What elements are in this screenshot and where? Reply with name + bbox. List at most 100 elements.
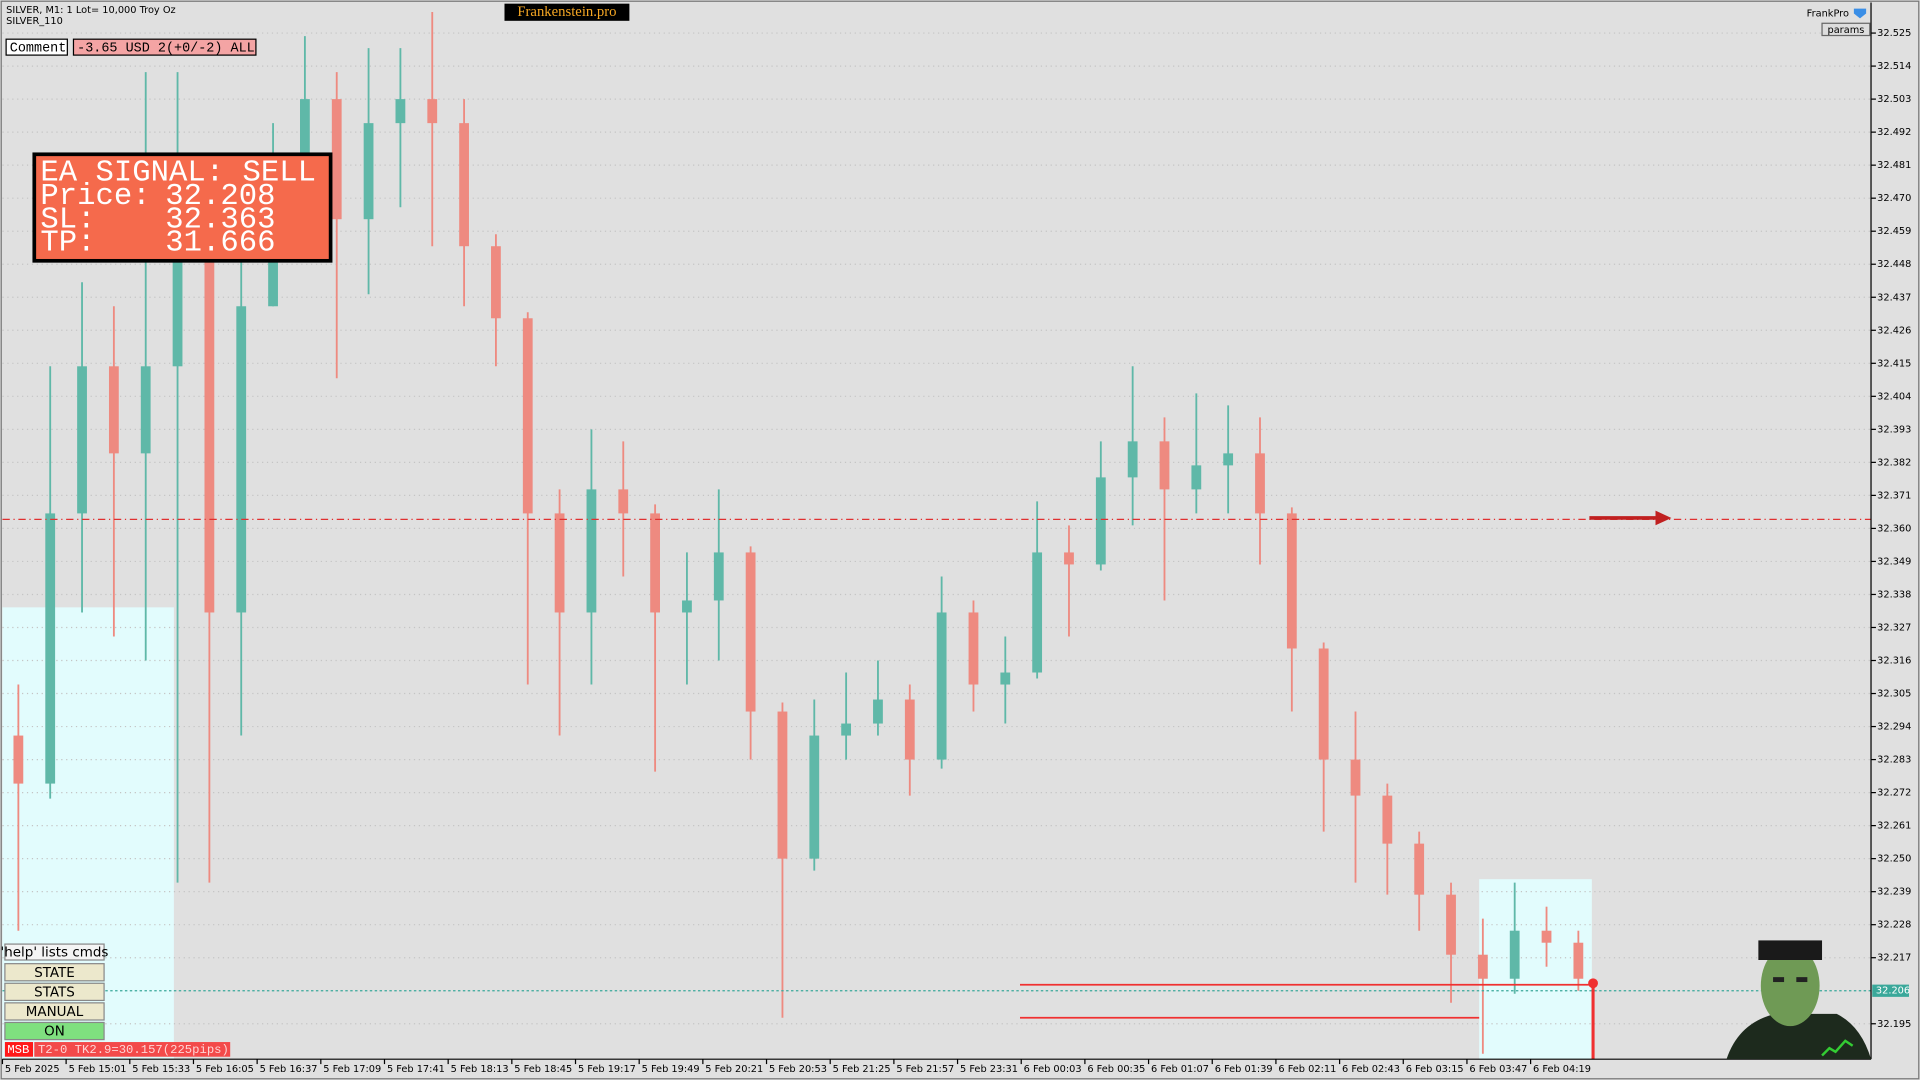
candle-body [1350, 759, 1361, 796]
y-tick-label: 32.217 [1877, 953, 1911, 964]
candle-body [108, 366, 119, 454]
button-label[interactable]: ON [44, 1025, 65, 1040]
params-label[interactable]: params [1827, 25, 1864, 36]
candle-body [1223, 453, 1234, 466]
candle-body [554, 513, 565, 613]
x-tick-label: 5 Feb 21:57 [896, 1064, 954, 1075]
status-box [34, 1042, 231, 1057]
y-tick-label: 32.393 [1877, 424, 1911, 435]
candle-body [1382, 795, 1393, 844]
x-tick-label: 6 Feb 01:39 [1215, 1064, 1273, 1075]
candle-body [236, 306, 247, 613]
candle-body [936, 612, 947, 760]
mascot-eye [1796, 977, 1808, 983]
candle-body [713, 552, 724, 601]
y-tick-label: 32.195 [1877, 1019, 1911, 1030]
y-tick-label: 32.228 [1877, 920, 1911, 931]
x-tick-label: 5 Feb 23:31 [960, 1064, 1018, 1075]
y-tick-label: 32.448 [1877, 259, 1911, 270]
candle-body [522, 318, 533, 514]
x-tick-label: 5 Feb 15:01 [69, 1064, 127, 1075]
brand-box [504, 3, 630, 21]
signal-label: SL: [40, 203, 95, 237]
button[interactable] [4, 982, 105, 1002]
bid-label: 32.206 [1876, 986, 1910, 997]
candle-body [172, 219, 183, 367]
y-tick-label: 32.437 [1877, 292, 1911, 303]
signal-title: EA SIGNAL: SELL [40, 157, 316, 191]
candle-body [1414, 843, 1425, 895]
x-tick-label: 5 Feb 17:41 [387, 1064, 445, 1075]
x-tick-label: 5 Feb 20:21 [705, 1064, 763, 1075]
candle-body [682, 600, 692, 613]
candle-body [13, 735, 24, 784]
signal-value: 31.666 [165, 227, 275, 261]
y-tick-label: 32.415 [1877, 358, 1911, 369]
session-box [1479, 879, 1592, 1060]
plot [2, 12, 1872, 1060]
candle-body [1255, 453, 1265, 514]
y-tick-label: 32.261 [1877, 821, 1911, 832]
x-tick-label: 6 Feb 03:15 [1406, 1064, 1464, 1075]
x-tick-label: 5 Feb 19:49 [642, 1064, 700, 1075]
params-button[interactable] [1821, 22, 1871, 37]
candle-body [1318, 648, 1329, 760]
button[interactable] [4, 1002, 105, 1021]
x-tick-label: 5 Feb 21:25 [833, 1064, 891, 1075]
y-tick-label: 32.371 [1877, 490, 1911, 501]
x-tick-label: 5 Feb 18:13 [451, 1064, 509, 1075]
candle-body [1000, 672, 1011, 685]
candle-body [1191, 465, 1202, 490]
candle-body [140, 366, 151, 454]
mascot [1726, 940, 1872, 1060]
candle-body [1095, 477, 1106, 565]
status-tag: MSB [7, 1043, 29, 1057]
x-tick-label: 5 Feb 19:17 [578, 1064, 636, 1075]
y-tick-label: 32.294 [1877, 722, 1911, 733]
candle-body [331, 99, 342, 220]
brand: Frankenstein.pro [517, 4, 616, 20]
y-tick-label: 32.338 [1877, 589, 1911, 600]
mascot-hair [1758, 940, 1823, 960]
x-tick-label: 5 Feb 16:37 [260, 1064, 318, 1075]
y-tick-label: 32.349 [1877, 556, 1911, 567]
y-tick-label: 32.470 [1877, 193, 1911, 204]
account-icon [1853, 8, 1867, 19]
sl-arrow-head [1655, 510, 1672, 526]
button[interactable] [4, 1021, 105, 1041]
y-tick-label: 32.426 [1877, 325, 1911, 336]
button-label[interactable]: STATS [34, 985, 75, 1000]
x-tick-label: 6 Feb 04:19 [1533, 1064, 1591, 1075]
signal-value: 32.363 [165, 203, 275, 237]
button-label[interactable]: STATE [34, 966, 75, 981]
help-box [4, 943, 105, 961]
candle-body [1032, 552, 1043, 673]
status-text: T2-0 TK2.9=30.157(225pips) [38, 1043, 229, 1057]
y-tick-label: 32.404 [1877, 391, 1911, 402]
button-label[interactable]: MANUAL [26, 1005, 84, 1020]
x-tick-label: 5 Feb 18:45 [514, 1064, 572, 1075]
comment-box [5, 38, 68, 56]
candle-body [1446, 894, 1456, 955]
candle-body [491, 246, 501, 319]
x-tick-label: 5 Feb 17:09 [323, 1064, 381, 1075]
y-tick-label: 32.514 [1877, 61, 1911, 72]
candle-body [1286, 513, 1297, 649]
candle-body [809, 735, 820, 859]
price-dot [1588, 978, 1598, 989]
candle-body [459, 123, 469, 247]
candle-body [77, 366, 87, 514]
y-tick-label: 32.250 [1877, 854, 1911, 865]
candle-body [1573, 942, 1584, 979]
template-name: SILVER_110 [6, 16, 63, 27]
candle-body [873, 699, 883, 724]
mascot-face [1760, 945, 1820, 1027]
bid-label-box [1872, 984, 1909, 997]
candle-body [1477, 954, 1488, 979]
x-tick-label: 6 Feb 01:07 [1151, 1064, 1209, 1075]
button[interactable] [4, 963, 105, 982]
y-tick-label: 32.305 [1877, 689, 1911, 700]
candle-body [204, 219, 215, 613]
signal-panel [32, 152, 333, 263]
